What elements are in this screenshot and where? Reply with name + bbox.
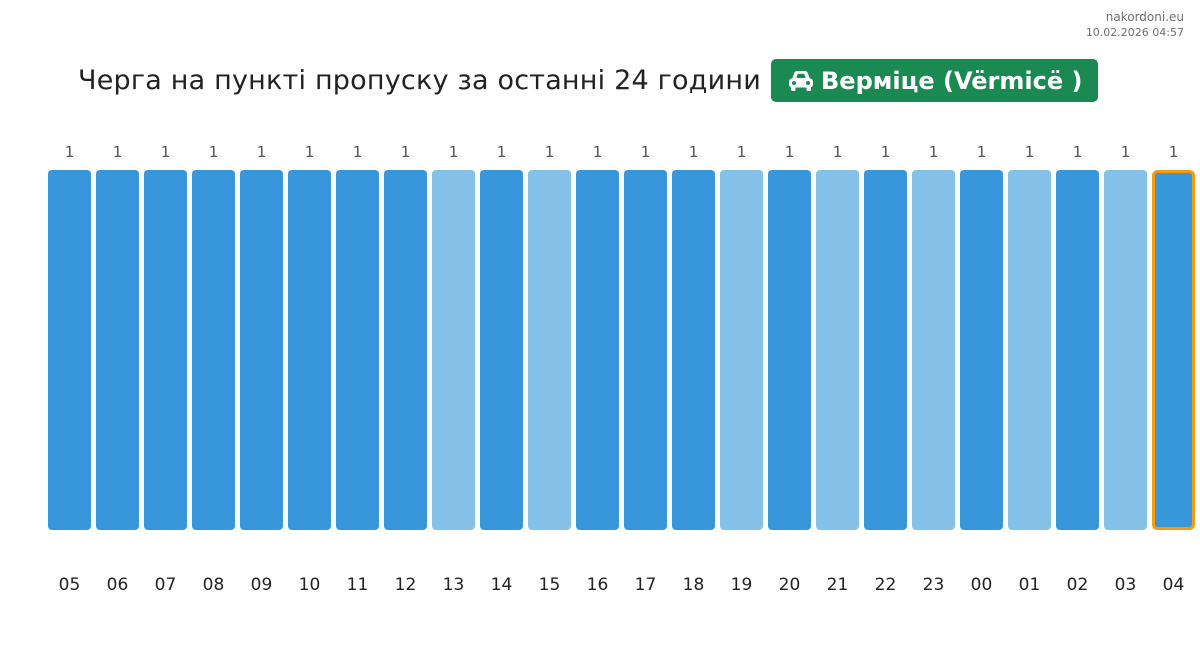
x-tick-label-20: 20 [779, 575, 801, 595]
data-label-11: 1 [353, 143, 363, 161]
x-tick-label-05: 05 [59, 575, 81, 595]
bar-07[interactable] [144, 170, 187, 530]
bar-09[interactable] [240, 170, 283, 530]
data-label-21: 1 [833, 143, 843, 161]
x-tick-label-04: 04 [1163, 575, 1185, 595]
x-tick-label-13: 13 [443, 575, 465, 595]
x-tick-label-07: 07 [155, 575, 177, 595]
bar-17[interactable] [624, 170, 667, 530]
data-label-06: 1 [113, 143, 123, 161]
x-tick-label-12: 12 [395, 575, 417, 595]
x-tick-label-16: 16 [587, 575, 609, 595]
x-tick-label-10: 10 [299, 575, 321, 595]
x-tick-label-14: 14 [491, 575, 513, 595]
x-tick-label-06: 06 [107, 575, 129, 595]
data-label-09: 1 [257, 143, 267, 161]
x-tick-label-22: 22 [875, 575, 897, 595]
car-icon [787, 69, 815, 93]
x-tick-label-15: 15 [539, 575, 561, 595]
bar-14[interactable] [480, 170, 523, 530]
site-name: nakordoni.eu [1105, 10, 1184, 24]
data-label-07: 1 [161, 143, 171, 161]
data-label-17: 1 [641, 143, 651, 161]
data-label-19: 1 [737, 143, 747, 161]
site-meta: nakordoni.eu 10.02.2026 04:57 [1086, 9, 1184, 41]
bar-19[interactable] [720, 170, 763, 530]
x-tick-label-21: 21 [827, 575, 849, 595]
x-tick-label-09: 09 [251, 575, 273, 595]
data-label-13: 1 [449, 143, 459, 161]
x-tick-label-02: 02 [1067, 575, 1089, 595]
x-tick-label-00: 00 [971, 575, 993, 595]
bar-16[interactable] [576, 170, 619, 530]
x-tick-label-19: 19 [731, 575, 753, 595]
x-tick-label-01: 01 [1019, 575, 1041, 595]
data-label-22: 1 [881, 143, 891, 161]
bar-23[interactable] [912, 170, 955, 530]
data-label-16: 1 [593, 143, 603, 161]
data-label-14: 1 [497, 143, 507, 161]
bar-11[interactable] [336, 170, 379, 530]
data-label-08: 1 [209, 143, 219, 161]
data-label-15: 1 [545, 143, 555, 161]
bar-18[interactable] [672, 170, 715, 530]
bar-12[interactable] [384, 170, 427, 530]
bar-02[interactable] [1056, 170, 1099, 530]
bar-20[interactable] [768, 170, 811, 530]
bar-22[interactable] [864, 170, 907, 530]
data-label-23: 1 [929, 143, 939, 161]
bar-05[interactable] [48, 170, 91, 530]
bar-10[interactable] [288, 170, 331, 530]
bar-00[interactable] [960, 170, 1003, 530]
data-label-04: 1 [1169, 143, 1179, 161]
bar-21[interactable] [816, 170, 859, 530]
bar-13[interactable] [432, 170, 475, 530]
chart-header: Черга на пункті пропуску за останні 24 г… [78, 59, 1099, 102]
x-tick-label-17: 17 [635, 575, 657, 595]
checkpoint-name: Верміце (Vërmicë ) [821, 66, 1083, 95]
x-tick-label-08: 08 [203, 575, 225, 595]
timestamp: 10.02.2026 04:57 [1085, 26, 1184, 39]
x-tick-label-11: 11 [347, 575, 369, 595]
page-title: Черга на пункті пропуску за останні 24 г… [78, 65, 761, 96]
data-label-03: 1 [1121, 143, 1131, 161]
data-label-01: 1 [1025, 143, 1035, 161]
bar-01[interactable] [1008, 170, 1051, 530]
data-label-10: 1 [305, 143, 315, 161]
data-label-12: 1 [401, 143, 411, 161]
x-tick-label-03: 03 [1115, 575, 1137, 595]
bar-04[interactable] [1152, 170, 1195, 530]
data-label-05: 1 [65, 143, 75, 161]
bar-06[interactable] [96, 170, 139, 530]
bar-08[interactable] [192, 170, 235, 530]
bar-03[interactable] [1104, 170, 1147, 530]
data-label-02: 1 [1073, 143, 1083, 161]
data-label-18: 1 [689, 143, 699, 161]
data-label-20: 1 [785, 143, 795, 161]
bar-15[interactable] [528, 170, 571, 530]
x-tick-label-23: 23 [923, 575, 945, 595]
checkpoint-badge[interactable]: Верміце (Vërmicë ) [771, 59, 1099, 102]
x-tick-label-18: 18 [683, 575, 705, 595]
data-label-00: 1 [977, 143, 987, 161]
